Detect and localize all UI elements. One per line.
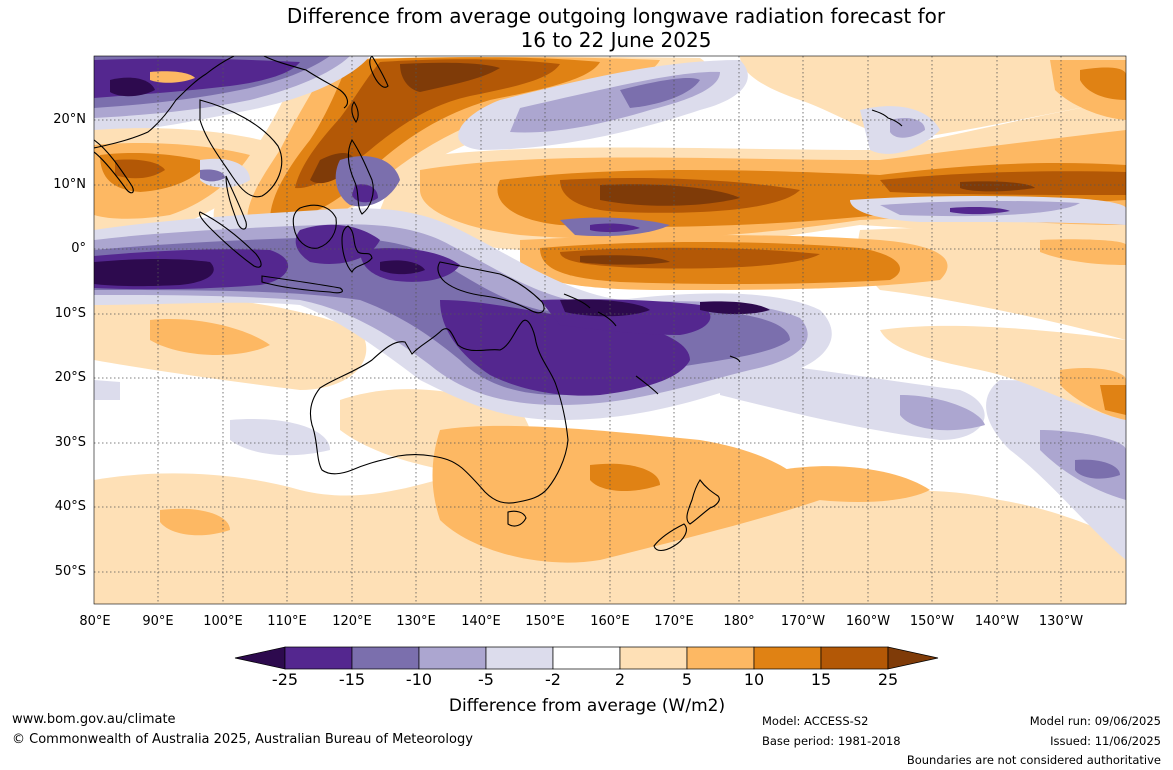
coastline-new-caledonia	[635, 375, 659, 395]
gridlines	[94, 56, 1126, 604]
lat-label-10s: 10°S	[54, 306, 86, 321]
coastline-australia	[309, 319, 569, 504]
base-period-text: Base period: 1981-2018	[762, 734, 901, 748]
coastline-sulawesi	[341, 225, 373, 273]
anomaly-field	[94, 56, 1126, 604]
model-text: Model: ACCESS-S2	[762, 714, 869, 728]
lat-label-40s: 40°S	[54, 499, 86, 514]
colorbar-tick-label: 25	[877, 670, 899, 689]
coastline-fiji	[729, 355, 741, 363]
map-title: Difference from average outgoing longwav…	[0, 4, 1173, 52]
coastline-asia-mainland	[94, 56, 349, 149]
colorbar-tick-label: 15	[810, 670, 832, 689]
colorbar-tick-label: 10	[743, 670, 765, 689]
boundaries-disclaimer: Boundaries are not considered authoritat…	[906, 753, 1161, 767]
website-link[interactable]: www.bom.gov.au/climate	[12, 712, 176, 727]
lon-label-150w: 150°W	[909, 614, 955, 629]
lon-label-150e: 150°E	[525, 614, 565, 629]
colorbar-swatch-7	[686, 646, 755, 670]
lon-label-180: 180°	[723, 614, 755, 629]
copyright-text: © Commonwealth of Australia 2025, Austra…	[12, 732, 473, 747]
title-line-2: 16 to 22 June 2025	[520, 28, 712, 52]
lon-label-140e: 140°E	[461, 614, 501, 629]
colorbar-swatch-4	[485, 646, 554, 670]
lon-label-130w: 130°W	[1038, 614, 1084, 629]
colorbar-tick-label: -5	[478, 670, 494, 689]
colorbar-swatch-2	[351, 646, 420, 670]
coastline-borneo	[292, 204, 337, 249]
colorbar-swatch-6	[619, 646, 688, 670]
coastline-hawaii	[871, 109, 903, 127]
lon-label-160e: 160°E	[590, 614, 630, 629]
lon-label-120e: 120°E	[332, 614, 372, 629]
coastline-sumatra	[198, 211, 262, 268]
coastline-new-zealand-north	[686, 479, 720, 525]
map-frame	[93, 55, 1127, 605]
colorbar-extension-low	[234, 646, 286, 670]
colorbar-swatch-9	[820, 646, 889, 670]
colorbar-extension-high	[887, 646, 939, 670]
coastline-new-guinea	[437, 261, 545, 314]
coastline-philippines	[347, 138, 374, 215]
title-line-1: Difference from average outgoing longwav…	[286, 4, 946, 28]
lon-label-80e: 80°E	[79, 614, 111, 629]
coastline-india	[94, 139, 134, 194]
lon-label-170w: 170°W	[780, 614, 826, 629]
coastline-new-zealand-south	[653, 523, 687, 552]
colorbar-title: Difference from average (W/m2)	[448, 696, 726, 716]
colorbar-swatch-8	[753, 646, 822, 670]
coastline-japan	[369, 56, 389, 88]
lat-label-50s: 50°S	[54, 564, 86, 579]
colorbar-tick-label: -25	[271, 670, 299, 689]
lon-label-130e: 130°E	[396, 614, 436, 629]
colorbar-tick-label: 2	[614, 670, 626, 689]
lat-label-30s: 30°S	[54, 435, 86, 450]
coastline-malay-peninsula	[225, 175, 247, 230]
coastline-java	[261, 275, 343, 294]
colorbar-swatch-3	[418, 646, 487, 670]
colorbar-tick-label: -10	[405, 670, 433, 689]
colorbar-tick-label: -15	[338, 670, 366, 689]
colorbar-swatch-1	[284, 646, 353, 670]
lon-label-160w: 160°W	[845, 614, 891, 629]
coastline-solomons	[563, 293, 617, 327]
lat-label-10n: 10°N	[53, 177, 86, 192]
lon-label-90e: 90°E	[142, 614, 174, 629]
lat-label-20n: 20°N	[53, 112, 86, 127]
colorbar-tick-label: 5	[681, 670, 693, 689]
coastline-taiwan	[351, 101, 359, 123]
lat-label-0: 0°	[71, 241, 86, 256]
coastline-tasmania	[507, 510, 527, 527]
lon-label-100e: 100°E	[203, 614, 243, 629]
colorbar	[234, 646, 939, 670]
lon-label-170e: 170°E	[654, 614, 694, 629]
model-run-text: Model run: 09/06/2025	[1029, 714, 1161, 728]
lon-label-110e: 110°E	[267, 614, 307, 629]
colorbar-tick-label: -2	[545, 670, 561, 689]
lon-label-140w: 140°W	[974, 614, 1020, 629]
lat-label-20s: 20°S	[54, 370, 86, 385]
issued-text: Issued: 11/06/2025	[1050, 734, 1161, 748]
coastlines	[94, 56, 903, 552]
coastline-indochina	[199, 99, 283, 198]
colorbar-swatch-5	[552, 646, 621, 670]
